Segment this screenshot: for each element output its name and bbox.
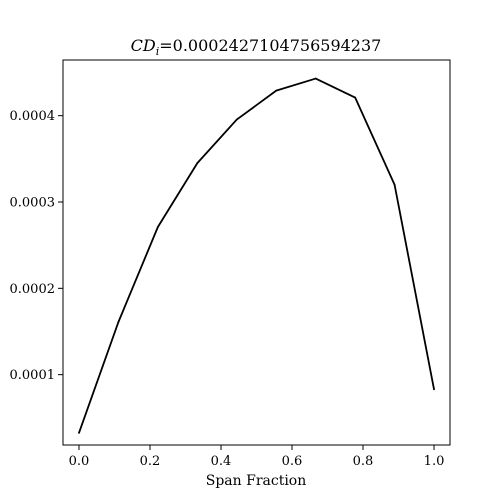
- x-tick-label: 1.0: [424, 454, 445, 469]
- data-point: [235, 118, 238, 121]
- data-point: [393, 183, 396, 186]
- data-point: [433, 388, 435, 391]
- chart-title-symbol: CD: [131, 36, 156, 55]
- data-point: [314, 77, 317, 80]
- y-tick-label: 0.0002: [10, 282, 56, 297]
- x-tick-label: 0.0: [69, 454, 90, 469]
- data-point: [354, 96, 357, 99]
- chart-title-value: =0.0002427104756594237: [159, 36, 381, 55]
- series-line: [78, 77, 435, 434]
- data-point: [156, 226, 159, 228]
- x-tick-label: 0.2: [140, 454, 161, 469]
- x-axis-label: Span Fraction: [206, 473, 307, 489]
- y-tick-label: 0.0003: [10, 196, 56, 211]
- y-tick-label: 0.0004: [10, 109, 56, 124]
- data-point: [78, 432, 80, 434]
- plot-area: [62, 59, 451, 446]
- x-tick-label: 0.6: [282, 454, 303, 469]
- data-point: [117, 321, 120, 323]
- data-point: [196, 162, 199, 165]
- y-axis-ticks: 0.0001 0.0002 0.0003 0.0004: [10, 109, 63, 383]
- y-tick-label: 0.0001: [10, 368, 56, 383]
- x-tick-label: 0.4: [211, 454, 232, 469]
- chart-title: CDi=0.0002427104756594237: [131, 36, 382, 58]
- x-axis-ticks: 0.0 0.2 0.4 0.6 0.8 1.0: [69, 445, 445, 469]
- series-layer: [78, 77, 435, 434]
- data-point: [275, 89, 278, 92]
- chart-title-subscript: i: [156, 45, 160, 58]
- x-tick-label: 0.8: [353, 454, 374, 469]
